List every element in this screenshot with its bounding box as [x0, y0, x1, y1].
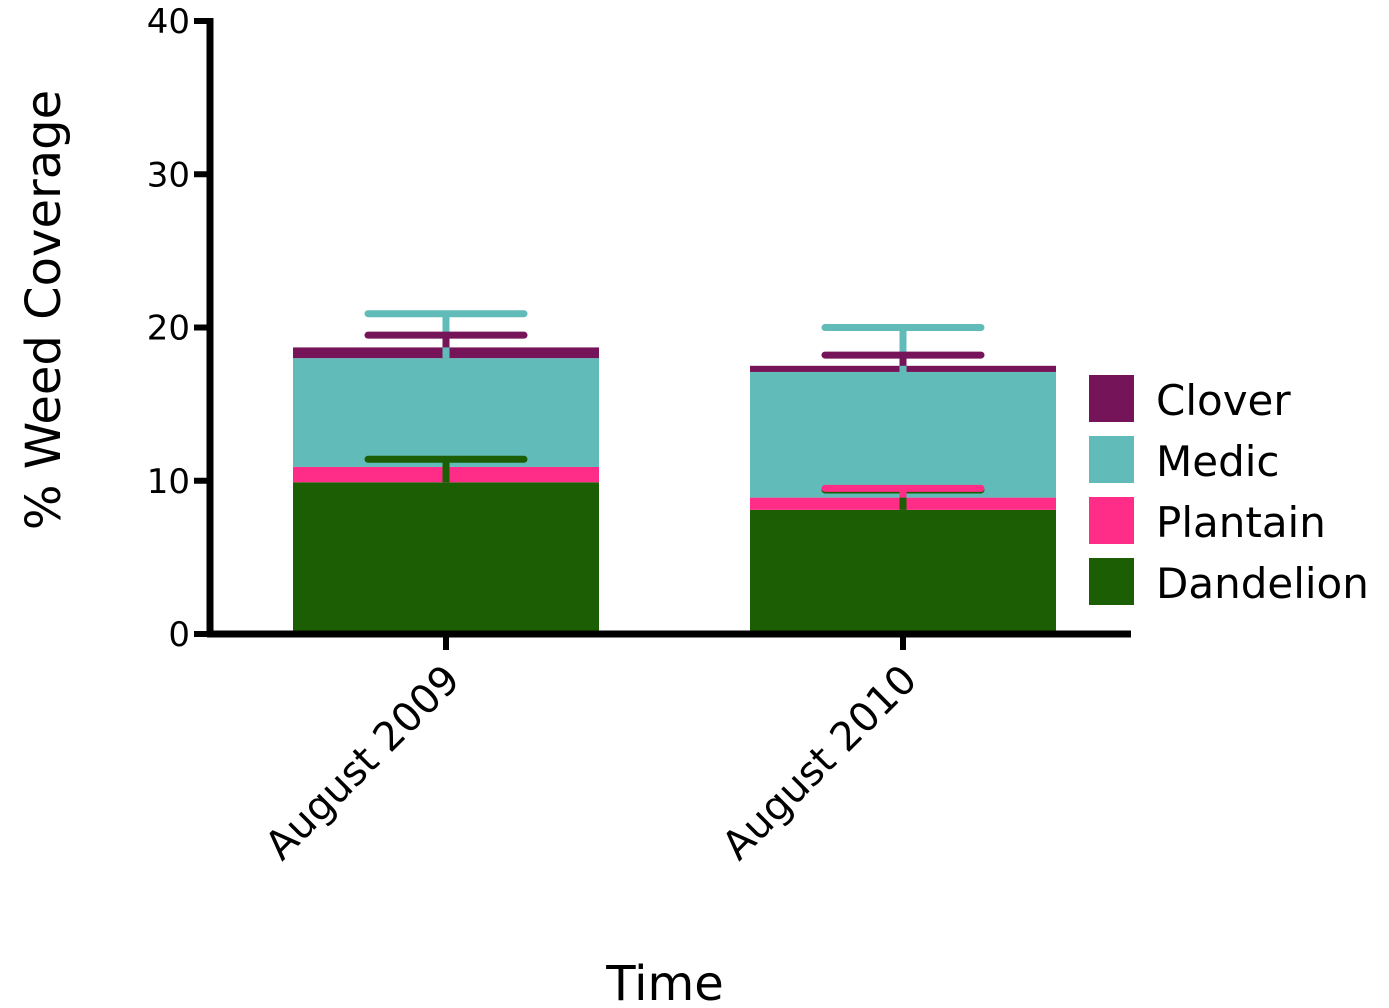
bar-segment-medic	[293, 358, 599, 467]
legend-label-clover: Clover	[1156, 376, 1291, 425]
y-tick-label: 10	[147, 462, 190, 502]
x-axis-title: Time	[605, 956, 723, 1008]
y-tick-label: 30	[147, 155, 190, 195]
legend-swatch-medic	[1089, 436, 1134, 483]
legend-swatch-dandelion	[1089, 558, 1134, 605]
y-ticks: 0 10 20 30 40	[147, 2, 210, 655]
bar-segment-dandelion	[750, 509, 1056, 634]
legend-swatch-plantain	[1089, 497, 1134, 544]
y-tick-label: 20	[147, 309, 190, 349]
x-tick-label: August 2009	[257, 657, 469, 869]
bar-segment-medic	[750, 371, 1056, 498]
x-ticks: August 2009 August 2010	[257, 634, 926, 869]
y-tick-label: 0	[168, 615, 190, 655]
legend-swatch-clover	[1089, 375, 1134, 422]
legend: Clover Medic Plantain Dandelion	[1089, 375, 1369, 608]
y-tick-label: 40	[147, 2, 190, 42]
bar-segment-dandelion	[293, 482, 599, 634]
legend-label-plantain: Plantain	[1156, 498, 1326, 547]
legend-label-dandelion: Dandelion	[1156, 559, 1369, 608]
legend-label-medic: Medic	[1156, 437, 1280, 486]
y-axis-title: % Weed Coverage	[16, 90, 72, 530]
chart-marks	[293, 310, 1056, 634]
x-tick-label: August 2010	[714, 657, 926, 869]
